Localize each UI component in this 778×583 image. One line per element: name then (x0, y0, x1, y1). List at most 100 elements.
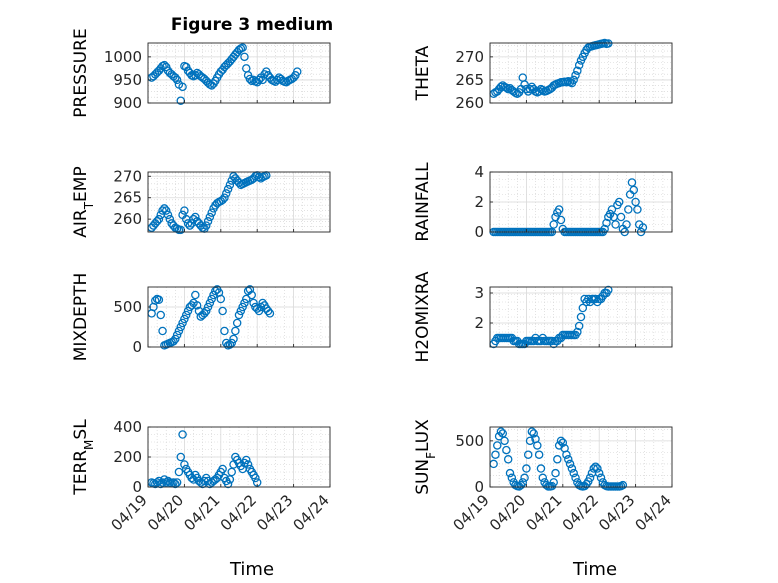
y-tick-label: 0 (132, 478, 142, 496)
y-axis-label: PRESSURE (71, 28, 91, 117)
data-point (607, 205, 617, 214)
data-point (245, 74, 255, 84)
y-tick-label: 400 (113, 418, 142, 436)
subplot-grid: 900 950 1000 PRESSURE 260 265 270 THETA 260 265 27… (71, 28, 675, 534)
x-tick-label: 04/24 (632, 491, 675, 534)
data-point (187, 301, 196, 310)
data-point (503, 455, 513, 464)
data-point (589, 464, 598, 473)
data-point (525, 436, 535, 446)
x-tick-label: 04/21 (180, 491, 223, 534)
y-axis-label-part: LUX (413, 419, 433, 452)
data-point (536, 464, 546, 473)
series-mixdepth (147, 285, 275, 350)
data-point (533, 441, 542, 450)
minor-grid (490, 427, 672, 488)
data-point (505, 468, 515, 478)
y-tick-label: 270 (455, 48, 484, 66)
data-point (180, 460, 189, 469)
y-axis-label-part: RAINFALL (413, 162, 433, 242)
data-point (574, 60, 584, 70)
data-point (569, 75, 578, 85)
x-tick-label: 04/19 (450, 491, 493, 534)
data-point (191, 212, 200, 222)
data-point (174, 467, 184, 477)
y-tick-label: 900 (113, 94, 142, 112)
data-point (218, 464, 227, 474)
data-point (573, 327, 582, 337)
data-point (205, 212, 215, 222)
data-point (236, 306, 246, 316)
data-point (292, 67, 302, 76)
data-point (600, 224, 609, 234)
data-point (251, 473, 260, 483)
data-point (507, 473, 517, 483)
y-tick-label: 260 (455, 94, 484, 112)
data-point (574, 321, 584, 331)
data-point (491, 450, 500, 459)
series-h2omixra (489, 285, 613, 349)
data-point (171, 334, 180, 344)
data-point (525, 84, 535, 94)
subplot-air_temp: 260 265 270 AIRTEMP (71, 166, 331, 238)
y-tick-label: 260 (113, 210, 142, 228)
data-point (180, 206, 189, 215)
data-point (242, 294, 251, 304)
data-point (565, 459, 575, 469)
axes-box (489, 286, 673, 348)
data-point (538, 473, 548, 483)
y-axis-label: AIRTEMP (71, 166, 96, 237)
data-point (203, 302, 213, 312)
data-point (593, 464, 602, 473)
data-point (569, 468, 578, 478)
subplot-theta: 260 265 270 THETA (413, 38, 673, 112)
data-point (556, 215, 566, 225)
data-point (238, 43, 247, 52)
subplot-h2omixra: 2 3 H2OMIXRA (413, 271, 673, 363)
data-point (542, 480, 551, 490)
data-point (227, 467, 236, 477)
x-tick-label: 04/19 (108, 491, 151, 534)
y-axis-label-part: SUN (413, 459, 433, 495)
data-point (263, 306, 273, 316)
data-point (585, 473, 595, 483)
data-point (604, 285, 613, 295)
y-axis-label-part: F (424, 452, 438, 459)
data-point (207, 294, 216, 304)
data-point (218, 195, 227, 205)
data-point (562, 450, 571, 459)
data-point (240, 298, 249, 308)
data-point (247, 290, 256, 300)
y-tick-label: 2 (474, 314, 484, 332)
y-axis-label-part: AIR (71, 209, 91, 238)
data-point (496, 427, 506, 436)
y-tick-label: 3 (474, 284, 484, 302)
series-sun_flux (489, 427, 628, 491)
data-point (520, 473, 529, 483)
data-point (225, 180, 235, 190)
data-point (176, 452, 186, 462)
data-point (163, 210, 173, 220)
data-point (180, 314, 189, 324)
data-point (614, 197, 624, 207)
figure-title: Figure 3 medium (171, 15, 333, 35)
data-point (172, 75, 182, 85)
data-point (629, 185, 639, 195)
data-point (245, 285, 255, 294)
data-point (200, 309, 209, 318)
data-point (171, 479, 180, 489)
y-axis-label-part: EMP (71, 166, 91, 202)
axes-box (147, 286, 331, 348)
data-point (631, 197, 640, 207)
data-point (578, 303, 588, 313)
x-tick-label: 04/22 (217, 491, 260, 534)
y-tick-label: 200 (113, 448, 142, 466)
data-point (240, 52, 249, 62)
data-point (223, 184, 233, 194)
axes-box (147, 171, 331, 233)
y-axis-label-part: T (82, 201, 96, 210)
data-point (556, 436, 566, 446)
data-point (232, 318, 242, 328)
data-point (258, 75, 267, 85)
